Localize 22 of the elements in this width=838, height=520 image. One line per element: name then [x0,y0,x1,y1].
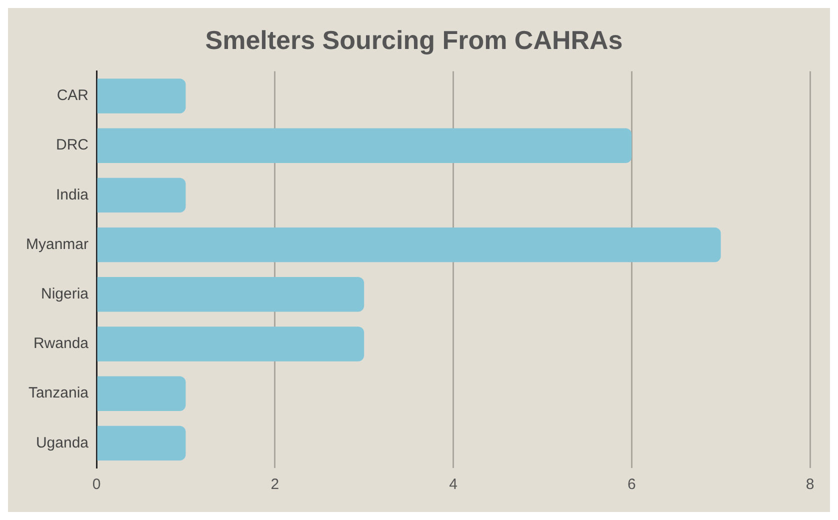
x-tick-label: 0 [92,476,101,494]
x-tick-label: 6 [627,476,636,494]
bar [97,277,364,312]
bar [97,376,186,411]
y-tick-label: CAR [56,87,89,104]
x-tick-label: 8 [806,476,814,494]
chart-title: Smelters Sourcing From CAHRAs [205,24,623,55]
y-tick-label: Uganda [36,434,90,452]
y-tick-label: Nigeria [40,286,90,303]
y-tick-label: India [56,186,90,204]
bar [97,326,364,362]
y-tick-label: Myanmar [26,236,89,253]
y-tick-label: DRC [56,136,89,154]
bar [97,128,632,163]
bar [97,178,186,213]
x-tick-label: 4 [449,476,458,494]
bar [97,426,186,461]
y-tick-label: Rwanda [33,335,90,352]
bar [97,227,721,262]
x-tick-label: 2 [270,476,280,494]
bar [97,78,186,114]
y-tick-label: Tanzania [28,384,90,402]
